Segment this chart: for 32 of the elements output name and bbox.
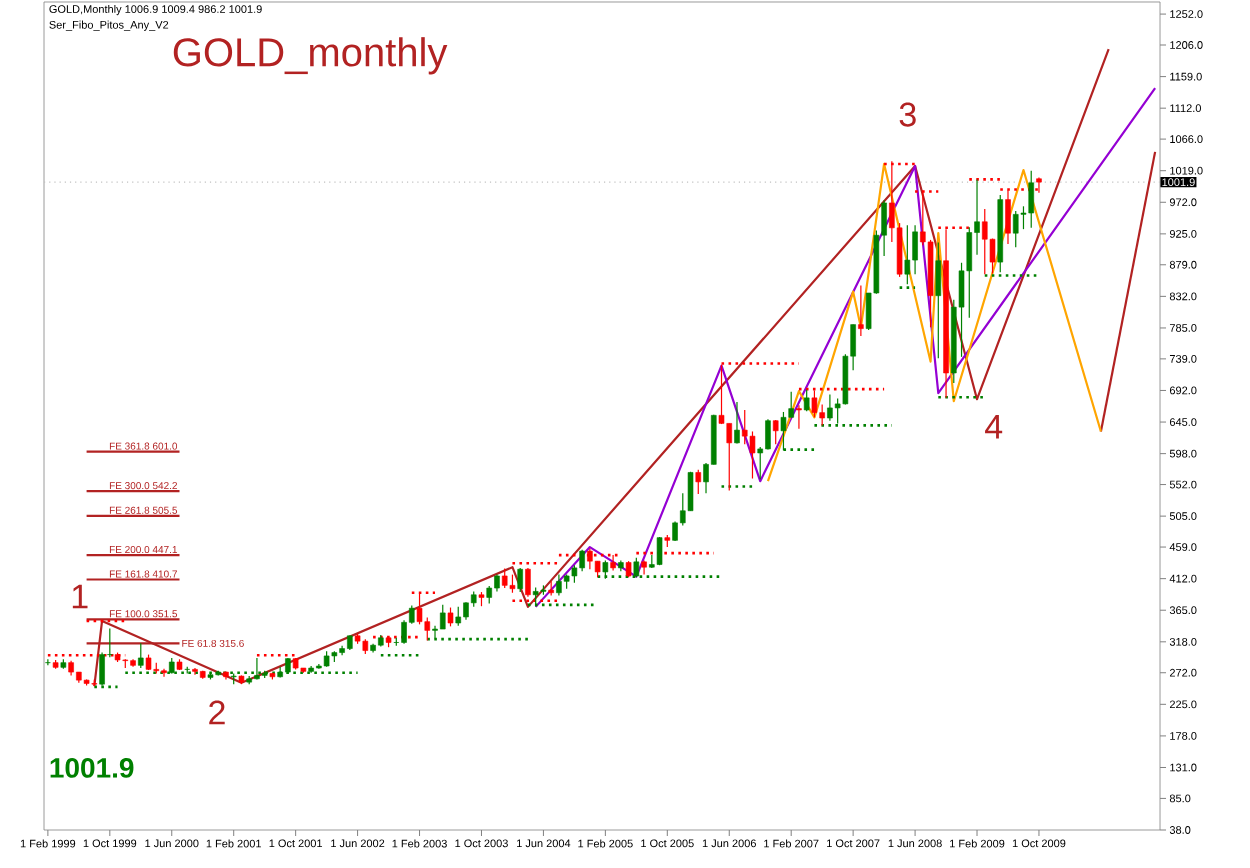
candlestick [726,422,733,492]
annotation: 3 [899,102,916,127]
text: GOLD_monthly [173,37,448,75]
candlestick [981,208,988,275]
candlestick [966,226,973,319]
candlestick [796,404,802,430]
line-series [534,86,1157,608]
candlestick [904,224,911,285]
candlestick [501,567,508,589]
candlestick [1028,170,1034,229]
line-series [766,162,1103,483]
candlestick [447,606,454,627]
candlestick [912,224,918,275]
candlestick [556,574,562,597]
candlestick [509,574,516,594]
candlestick [734,401,740,445]
candlestick [858,285,864,337]
candlestick [749,430,756,480]
candlestick [695,469,702,495]
candlestick [517,567,523,593]
annotation: 2 [209,700,225,725]
candlestick [439,604,446,630]
candlestick [935,241,942,359]
annotation: 1001.9 [50,757,134,778]
candlestick [641,559,647,576]
candlestick [1012,210,1019,248]
candlestick [772,419,779,445]
annotation: 4 [985,415,1003,439]
candlestick [819,403,825,427]
annotation: 1 [72,584,88,609]
candlestick [455,606,462,627]
candlestick [765,418,771,451]
